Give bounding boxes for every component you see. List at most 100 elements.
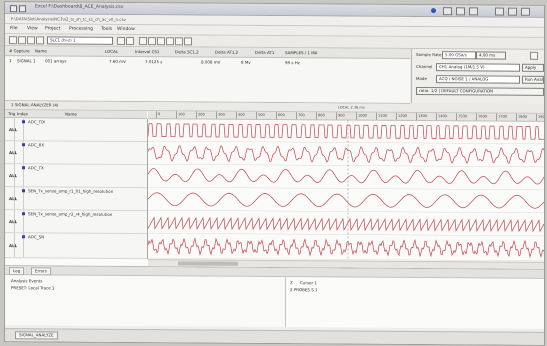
time-tick-label: 1300 bbox=[418, 114, 427, 119]
mode-select[interactable]: ACQ / NOISE 1 / ANALOG bbox=[436, 75, 520, 84]
list-item[interactable]: Analysis Events bbox=[11, 278, 43, 284]
col-index[interactable]: Index bbox=[17, 111, 29, 117]
time-tick bbox=[336, 112, 337, 120]
share-icon[interactable] bbox=[469, 7, 478, 16]
settings-icon[interactable] bbox=[443, 7, 452, 16]
col-samples[interactable]: SAMPLES / 1 MA bbox=[285, 50, 318, 56]
trace-separator bbox=[148, 209, 544, 214]
signal-row[interactable]: ALL ADC_TDI bbox=[5, 118, 147, 143]
save-icon[interactable] bbox=[27, 36, 35, 45]
channel-label: Channel bbox=[416, 63, 433, 70]
stop-icon[interactable] bbox=[126, 36, 134, 46]
ratio-config-button[interactable]: ratio: 1/2 | DEFAULT CONFIGURATION bbox=[416, 86, 544, 96]
time-tick-label: 600 bbox=[278, 113, 285, 118]
channel-select[interactable]: CH1 Analog (1M/1.5 V) bbox=[436, 63, 520, 72]
time-tick bbox=[396, 112, 397, 120]
menu-view[interactable]: View bbox=[27, 26, 38, 32]
fit-icon[interactable] bbox=[157, 37, 165, 46]
new-icon[interactable] bbox=[9, 36, 17, 45]
tab-log[interactable]: Log bbox=[9, 267, 25, 276]
back-icon[interactable] bbox=[19, 5, 26, 13]
time-tick bbox=[236, 111, 237, 119]
trace-separator bbox=[148, 163, 544, 168]
col-name[interactable]: Name bbox=[35, 48, 47, 54]
menu-project[interactable]: Project bbox=[45, 26, 61, 32]
signal-name: ADC_RX bbox=[28, 142, 45, 148]
signal-row[interactable]: ALL ADC_RX bbox=[5, 141, 147, 166]
minimize-icon[interactable] bbox=[495, 7, 504, 16]
signal-name: ADC_TX bbox=[28, 165, 44, 171]
time-tick bbox=[376, 112, 377, 120]
cursor-label[interactable]: Cursor 1 bbox=[300, 280, 317, 286]
trace-separator bbox=[148, 257, 544, 262]
open-icon[interactable] bbox=[18, 36, 26, 45]
signal-row[interactable]: ALL ADC_TX bbox=[5, 164, 147, 189]
apply-button[interactable]: Apply bbox=[522, 63, 544, 72]
lock-icon[interactable] bbox=[530, 51, 538, 60]
col-signal-name[interactable]: Name bbox=[65, 111, 77, 117]
signal-color-icon bbox=[22, 212, 25, 216]
zoom-out-icon[interactable] bbox=[148, 37, 156, 46]
scroll-thumb[interactable] bbox=[178, 261, 238, 266]
col-trigger[interactable]: Trig bbox=[8, 111, 16, 117]
run-analysis-button[interactable]: Run Analysis bbox=[522, 75, 544, 84]
close-icon[interactable] bbox=[521, 7, 530, 16]
menu-window[interactable]: Window bbox=[117, 26, 135, 33]
trigger-label: ALL bbox=[9, 243, 18, 249]
time-tick-label: 0 bbox=[158, 112, 161, 117]
menu-processing[interactable]: Processing bbox=[69, 26, 94, 32]
trigger-label: ALL bbox=[9, 127, 18, 133]
cell-name: SIGNAL 1 bbox=[17, 58, 36, 64]
waveform-trace bbox=[148, 237, 544, 259]
signal-color-icon bbox=[22, 120, 25, 124]
time-tick bbox=[436, 113, 437, 121]
col-delta-at1[interactable]: Delta AT1 bbox=[255, 49, 275, 55]
time-tick bbox=[356, 112, 357, 120]
col-capture[interactable]: # Capture bbox=[9, 48, 30, 54]
cursor-panel: Z Cursor 1 2 PROBES S 1 bbox=[286, 277, 544, 329]
timebase-button[interactable]: 4.00 ms bbox=[476, 51, 506, 60]
time-tick-label: 700 bbox=[298, 113, 305, 118]
trace-separator bbox=[148, 186, 544, 191]
probe-label[interactable]: 2 PROBES S 1 bbox=[290, 287, 318, 293]
time-tick-label: 100 bbox=[178, 112, 185, 117]
marker-icon[interactable] bbox=[175, 37, 183, 46]
signal-color-icon bbox=[22, 143, 25, 147]
mode-label: Mode bbox=[416, 75, 427, 82]
col-delta-sc[interactable]: Delta SC1,2 bbox=[175, 49, 199, 55]
time-tick-label: 900 bbox=[338, 113, 345, 118]
col-delta-at[interactable]: Delta AT1,2 bbox=[215, 49, 239, 55]
capture-table: # Capture Name LOCAL Interval CS1 Delta … bbox=[5, 46, 410, 104]
trigger-label: ALL bbox=[9, 219, 18, 225]
document-tab[interactable]: SIGNAL_ANALYZE bbox=[15, 331, 58, 340]
time-tick bbox=[316, 112, 317, 120]
time-tick bbox=[156, 111, 157, 119]
status-dot-icon bbox=[431, 8, 436, 14]
menu-tools[interactable]: Tools bbox=[101, 26, 113, 32]
menu-file[interactable]: File bbox=[10, 26, 18, 32]
camera-icon[interactable] bbox=[456, 7, 465, 16]
maximize-icon[interactable] bbox=[508, 7, 517, 16]
signal-row[interactable]: ALL SEN_Tx_sense_amp_r2_r4_high_resoluti… bbox=[5, 210, 147, 235]
list-item[interactable]: PRESET: Local Trace 1 bbox=[11, 285, 55, 291]
app-menu-icon[interactable] bbox=[10, 5, 17, 13]
sample-rate-field[interactable]: 5.00 GSa/s bbox=[442, 51, 476, 60]
bottom-panel: Log Errors Analysis Events PRESET: Local… bbox=[5, 266, 544, 345]
run-icon[interactable] bbox=[117, 36, 125, 45]
tab-errors[interactable]: Errors bbox=[31, 267, 51, 276]
status-bar: SIGNAL_ANALYZE bbox=[5, 328, 544, 345]
col-interval[interactable]: Interval CS1 bbox=[135, 49, 160, 55]
signal-color-icon bbox=[22, 166, 25, 170]
search-input[interactable]: SLC1 (hi-z) 1 bbox=[47, 36, 113, 45]
signal-row[interactable]: ALL ADC_SN bbox=[5, 233, 147, 260]
waveform-traces[interactable] bbox=[148, 119, 544, 262]
event-list: Analysis Events PRESET: Local Trace 1 bbox=[5, 275, 286, 328]
col-local[interactable]: LOCAL bbox=[105, 48, 118, 54]
zoom-in-icon[interactable] bbox=[139, 37, 147, 46]
print-icon[interactable] bbox=[36, 36, 44, 45]
time-tick-label: 1200 bbox=[398, 113, 407, 118]
measure-icon[interactable] bbox=[184, 37, 192, 46]
cursor-icon[interactable] bbox=[166, 37, 174, 46]
signal-row[interactable]: ALL SEN_Tx_sense_amp_r1_01_high_resoluti… bbox=[5, 187, 147, 212]
table-row[interactable]: 1 SIGNAL 1 001 arrays 7.60 mV 7.0125 s 8… bbox=[5, 56, 410, 67]
